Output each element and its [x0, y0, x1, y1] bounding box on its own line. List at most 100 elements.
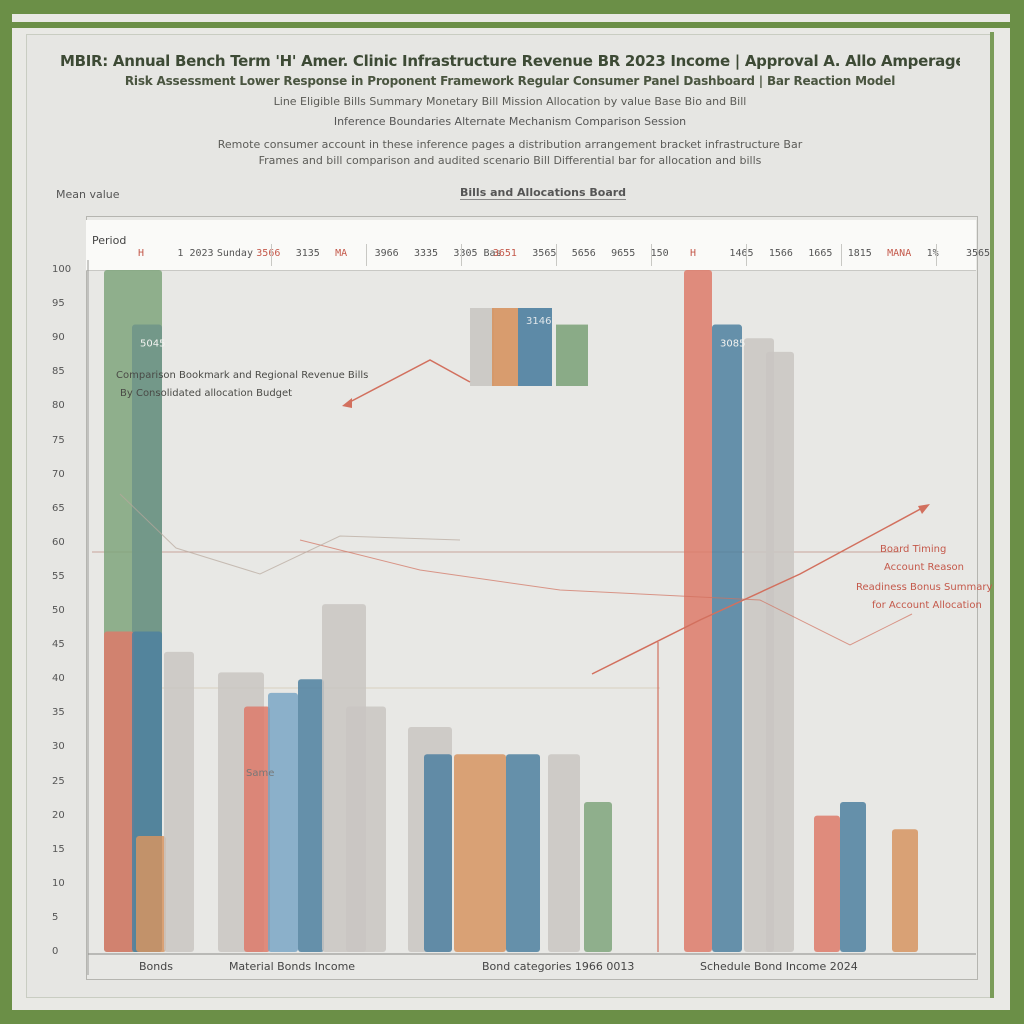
table-strip-cell: H	[690, 248, 697, 259]
bar	[584, 801, 612, 952]
faint-trend-line	[119, 493, 461, 575]
table-strip-cell: MANA	[887, 248, 912, 259]
table-strip-cell: 3335	[414, 248, 439, 259]
y-axis-title: Mean value	[56, 188, 120, 201]
bar	[548, 754, 580, 952]
frame-border-top	[12, 22, 1010, 28]
y-tick-label: 20	[52, 809, 65, 821]
table-strip-cell: 3966	[374, 248, 399, 259]
bar	[712, 324, 742, 952]
table-strip-cell: 1 2023	[177, 248, 214, 259]
inset-data-label: 3146	[526, 316, 552, 327]
inset-bar	[470, 308, 494, 386]
table-strip-cell: 1665	[808, 248, 833, 259]
y-tick-label: 40	[52, 673, 65, 685]
table-strip-separator	[841, 244, 842, 266]
chart-description-1: Remote consumer account in these inferen…	[217, 138, 803, 151]
chart-title: MBIR: Annual Bench Term 'H' Amer. Clinic…	[60, 52, 960, 70]
bar	[684, 270, 712, 952]
bar	[298, 679, 324, 952]
table-strip-separator	[366, 244, 367, 266]
x-category-label: Schedule Bond Income 2024	[700, 960, 858, 973]
bar-data-label: 5045	[140, 339, 165, 350]
y-tick-label: 95	[52, 298, 65, 310]
table-strip-cell: 1566	[768, 248, 793, 259]
y-tick-label: 0	[52, 946, 59, 957]
table-strip-cell: MA	[335, 248, 348, 259]
bar	[506, 754, 540, 952]
y-tick-label: 45	[52, 639, 65, 651]
y-tick-label: 80	[52, 400, 65, 412]
annotation-right-4: for Account Allocation	[872, 600, 982, 611]
bar	[104, 631, 134, 952]
frame-border-right	[990, 32, 994, 998]
table-strip-cell: 3135	[295, 248, 320, 259]
inset-bar	[518, 308, 552, 386]
data-table-strip: Period H 1 2023 Sunday 3566 3135 MA 3966 3335 33…	[86, 220, 990, 271]
y-tick-label: 75	[52, 434, 65, 446]
bar	[136, 836, 166, 952]
x-category-label: Material Bonds Income	[228, 960, 356, 973]
bar	[424, 754, 452, 952]
trend-arrow-head	[918, 504, 930, 514]
annotation-right-3: Readiness Bonus Summary	[856, 582, 993, 593]
y-tick-label: 90	[52, 332, 65, 344]
table-strip-cell: 3566	[256, 248, 281, 259]
table-strip-title: Period	[92, 234, 127, 247]
table-strip-cell: 5656	[571, 248, 596, 259]
y-tick-label: 10	[52, 877, 65, 889]
y-tick-label: 65	[52, 502, 65, 514]
y-tick-label: 55	[52, 570, 65, 582]
trend-arrow-head	[342, 398, 352, 408]
y-tick-label: 60	[52, 536, 65, 548]
chart-subtitle-1: Risk Assessment Lower Response in Propon…	[124, 74, 896, 88]
y-tick-label: 100	[52, 264, 72, 275]
annotation-right-2: Account Reason	[884, 562, 964, 573]
chart-description-2: Frames and bill comparison and audited s…	[258, 154, 762, 167]
inset-bar	[492, 308, 518, 386]
table-strip-cell: 1%	[926, 248, 939, 259]
y-tick-label: 25	[52, 775, 65, 787]
trend-line	[591, 505, 927, 675]
y-tick-label: 5	[52, 911, 59, 923]
annotation-left-1: Comparison Bookmark and Regional Revenue…	[116, 370, 369, 381]
y-tick-label: 85	[52, 366, 65, 378]
bar	[766, 351, 794, 953]
y-tick-label: 30	[52, 741, 65, 753]
table-strip-cell: 1465	[729, 248, 754, 259]
table-strip-cell: 150	[650, 248, 669, 259]
annotation-right-1: Board Timing	[880, 544, 947, 555]
bar	[892, 829, 918, 952]
bar	[164, 651, 194, 952]
trend-line-inset	[345, 359, 471, 405]
table-strip-cell: 1815	[847, 248, 872, 259]
bar	[454, 754, 506, 952]
y-tick-label: 15	[52, 843, 65, 855]
table-strip-cell: 9655	[611, 248, 636, 259]
table-strip-separator	[936, 244, 937, 266]
table-strip-cell: 3565	[966, 248, 991, 259]
x-category-label: Bond categories 1966 0013	[482, 960, 635, 973]
bar	[840, 801, 866, 952]
table-strip-separator	[271, 244, 272, 266]
y-tick-label: 70	[52, 468, 65, 480]
chart-caption: Bills and Allocations Board	[460, 186, 627, 200]
table-strip-separator	[461, 244, 462, 266]
y-tick-label: 35	[52, 707, 65, 719]
table-strip-separator	[651, 244, 652, 266]
bar-data-label: 3085	[720, 339, 745, 350]
table-strip-cell: 3651	[492, 248, 517, 259]
x-category-label: Bonds	[139, 960, 173, 973]
chart-subtitle-3: Inference Boundaries Alternate Mechanism…	[333, 115, 687, 128]
secondary-trend-line	[299, 539, 913, 646]
table-strip-cell: 3305 Bas	[453, 248, 502, 259]
bar	[268, 692, 298, 952]
table-strip-separator	[746, 244, 747, 266]
bar	[814, 815, 840, 952]
bar	[346, 706, 386, 952]
table-strip-cell: Sunday	[216, 248, 253, 259]
group-caption: Same	[246, 768, 275, 779]
table-strip-cell: 3565	[532, 248, 557, 259]
table-strip-cell: H	[138, 248, 145, 259]
